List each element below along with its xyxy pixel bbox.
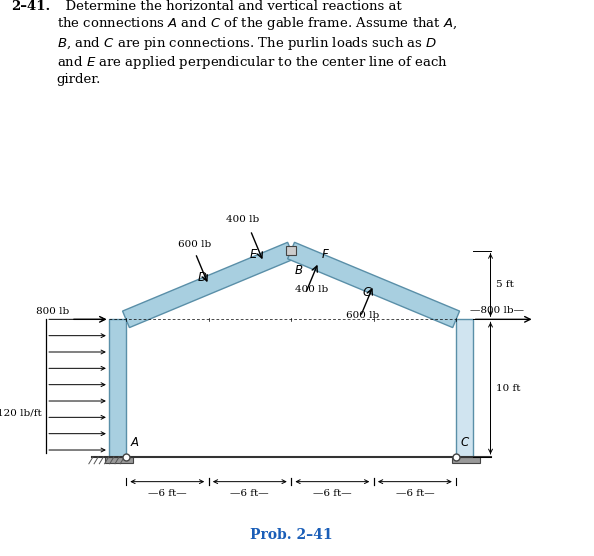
Text: $C$: $C$ [460,436,470,449]
Text: 400 lb: 400 lb [226,215,260,224]
Text: $E$: $E$ [249,247,258,261]
Text: —6 ft—: —6 ft— [313,489,352,498]
Polygon shape [456,319,473,457]
Text: $B$: $B$ [294,264,303,277]
Text: 600 lb: 600 lb [178,240,211,249]
Text: $F$: $F$ [321,249,330,261]
Text: —6 ft—: —6 ft— [148,489,187,498]
Text: 5 ft: 5 ft [496,280,514,290]
Text: 600 lb: 600 lb [346,311,379,320]
Text: —6 ft—: —6 ft— [396,489,434,498]
Text: Determine the horizontal and vertical reactions at
the connections $A$ and $C$ o: Determine the horizontal and vertical re… [56,0,457,86]
Text: —6 ft—: —6 ft— [230,489,269,498]
FancyBboxPatch shape [286,246,296,255]
Polygon shape [109,319,126,457]
Polygon shape [452,457,479,463]
Polygon shape [105,457,133,463]
Text: $D$: $D$ [197,271,207,284]
Text: $G$: $G$ [362,286,372,299]
Text: 2–41.: 2–41. [11,0,50,13]
Text: —800 lb—: —800 lb— [470,306,525,315]
Text: 120 lb/ft: 120 lb/ft [0,408,42,418]
Text: 400 lb: 400 lb [295,285,328,294]
Text: 800 lb: 800 lb [36,307,69,316]
Text: Prob. 2–41: Prob. 2–41 [249,528,333,542]
Text: $A$: $A$ [130,436,140,449]
Polygon shape [287,242,460,327]
Polygon shape [122,242,295,327]
Text: 10 ft: 10 ft [496,384,520,393]
